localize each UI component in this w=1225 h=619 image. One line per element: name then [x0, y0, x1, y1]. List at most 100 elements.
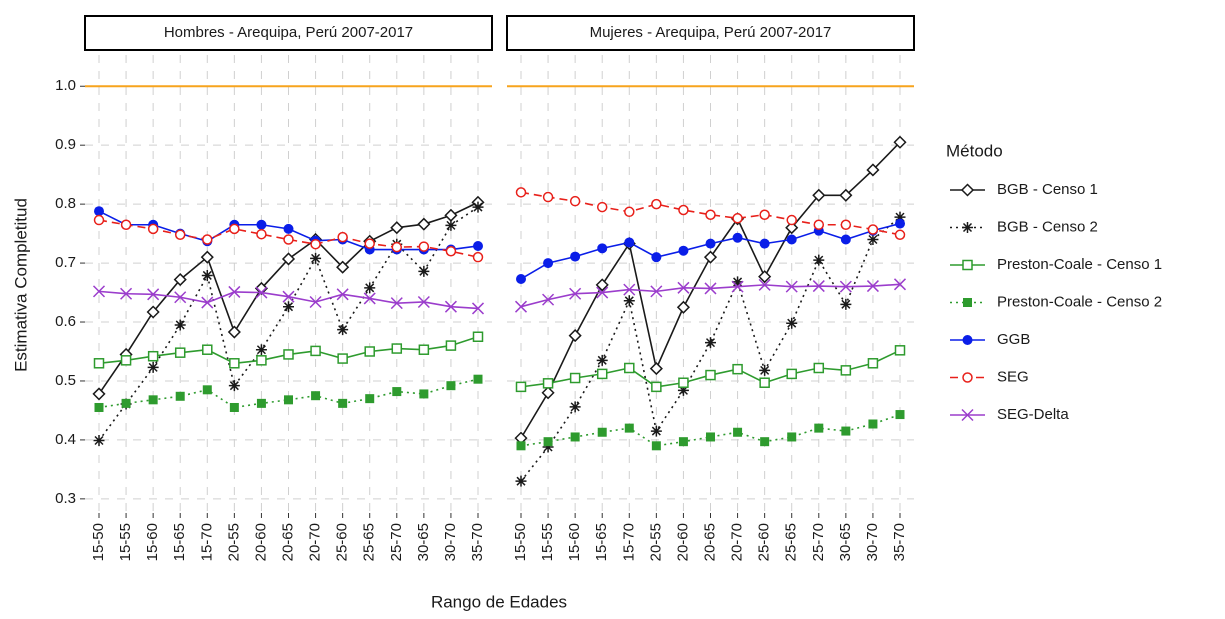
series-line: [98, 378, 479, 409]
legend-label: Preston-Coale - Censo 1: [997, 256, 1162, 273]
marker: [570, 432, 580, 442]
marker: [623, 283, 636, 296]
x-tick-label: 20-60: [674, 523, 691, 561]
legend-label: GGB: [997, 331, 1030, 348]
x-tick-label: 30-70: [864, 523, 881, 561]
marker: [364, 282, 376, 294]
marker: [569, 401, 581, 413]
marker: [704, 282, 717, 295]
marker: [814, 423, 824, 433]
marker: [516, 273, 526, 284]
marker: [759, 209, 770, 220]
marker: [444, 208, 458, 222]
marker: [813, 362, 825, 374]
marker: [568, 329, 582, 343]
marker: [120, 355, 132, 366]
marker: [732, 276, 744, 288]
marker: [93, 214, 105, 226]
marker: [281, 252, 296, 266]
marker: [732, 213, 743, 224]
x-axis-label: Rango de Edades: [431, 592, 567, 611]
marker: [391, 241, 403, 253]
marker: [733, 427, 743, 437]
marker: [147, 288, 160, 301]
x-tick-label: 25-70: [810, 523, 827, 561]
x-tick-label: 35-70: [891, 523, 908, 561]
x-tick-label: 20-55: [647, 523, 664, 561]
x-tick-label: 15-50: [90, 523, 107, 561]
marker: [895, 218, 905, 229]
panel-title: Mujeres - Arequipa, Perú 2007-2017: [590, 24, 832, 41]
marker: [759, 364, 771, 376]
y-tick-label: 0.9: [55, 136, 76, 153]
marker: [92, 387, 106, 401]
x-tick-label: 20-60: [252, 523, 269, 561]
marker: [283, 234, 294, 245]
marker: [758, 270, 772, 284]
marker: [840, 365, 852, 376]
marker: [147, 361, 159, 373]
marker: [893, 278, 907, 291]
marker: [760, 437, 770, 447]
y-tick-label: 0.8: [55, 195, 76, 212]
y-axis-label: Estimativa Completitud: [11, 198, 30, 372]
x-tick-label: 20-70: [729, 523, 746, 561]
marker: [201, 269, 213, 281]
marker: [569, 287, 582, 300]
marker: [541, 386, 555, 400]
marker: [840, 298, 852, 310]
marker: [651, 198, 662, 210]
marker: [514, 300, 528, 313]
marker: [175, 391, 185, 401]
marker: [229, 402, 239, 412]
marker: [786, 234, 797, 245]
marker: [867, 224, 879, 235]
marker: [256, 355, 267, 366]
marker: [542, 293, 555, 306]
marker: [309, 295, 322, 309]
marker: [283, 349, 294, 360]
marker: [732, 232, 743, 243]
marker: [839, 280, 852, 293]
marker: [868, 419, 878, 429]
marker: [174, 347, 186, 358]
marker: [678, 377, 689, 388]
x-tick-label: 15-70: [620, 523, 637, 561]
marker: [705, 238, 716, 249]
marker: [812, 188, 826, 202]
marker: [283, 301, 294, 313]
marker: [569, 372, 581, 384]
marker: [786, 214, 797, 226]
marker: [363, 292, 376, 305]
marker: [202, 344, 213, 355]
marker: [840, 219, 852, 231]
marker: [962, 335, 973, 345]
marker: [543, 258, 554, 269]
marker: [282, 290, 295, 303]
legend-title: Método: [946, 141, 1003, 160]
marker: [651, 252, 662, 263]
x-tick-label: 15-60: [566, 523, 583, 561]
x-tick-label: 15-55: [117, 523, 134, 561]
marker: [255, 344, 267, 356]
x-tick-label: 25-70: [388, 523, 405, 561]
marker: [596, 354, 608, 366]
marker: [731, 280, 744, 293]
marker: [202, 234, 213, 245]
y-tick-label: 1.0: [55, 77, 76, 94]
marker: [786, 317, 798, 329]
marker: [256, 219, 267, 230]
marker: [759, 377, 770, 388]
marker: [785, 280, 798, 293]
marker: [364, 238, 375, 249]
marker: [894, 211, 906, 223]
panel-strip: [506, 15, 915, 51]
marker: [473, 374, 483, 384]
legend-label: BGB - Censo 2: [997, 218, 1098, 235]
marker: [256, 398, 266, 408]
marker: [390, 297, 403, 310]
marker: [962, 372, 973, 383]
marker: [678, 245, 689, 256]
marker: [732, 363, 743, 375]
marker: [841, 426, 851, 436]
